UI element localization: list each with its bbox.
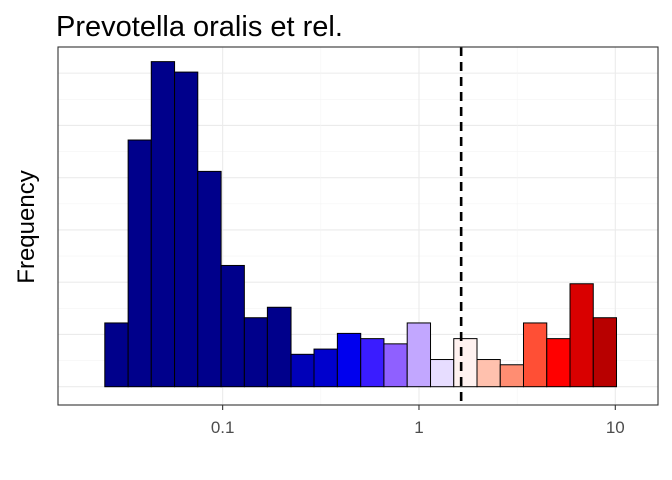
chart-title: Prevotella oralis et rel.: [56, 11, 343, 43]
histogram-bar-19: [522, 322, 548, 388]
histogram-bar-18: [499, 364, 524, 388]
histogram-bar-7: [243, 317, 268, 388]
histogram-bar-17: [476, 359, 501, 388]
histogram-bar-21: [569, 283, 594, 388]
x-tick-label: 0.1: [211, 418, 235, 437]
x-tick-label: 10: [606, 418, 625, 437]
histogram-bar-22: [592, 317, 618, 388]
histogram-bar-3: [150, 61, 176, 388]
histogram-bar-1: [104, 322, 129, 388]
histogram-bar-2: [127, 139, 152, 388]
histogram-bar-12: [360, 338, 385, 388]
histogram-bar-16: [453, 338, 478, 388]
histogram-bar-9: [290, 353, 315, 388]
y-axis-title: Frequency: [13, 170, 40, 283]
histogram-bar-5: [197, 170, 222, 388]
histogram-bar-4: [174, 71, 199, 388]
histogram-bar-20: [546, 338, 571, 388]
histogram-bar-10: [313, 348, 338, 388]
x-tick-label: 1: [414, 418, 423, 437]
histogram-bar-14: [406, 322, 432, 388]
histogram-bars: [104, 61, 618, 388]
histogram-bar-13: [383, 343, 408, 388]
x-axis: 0.1 1 10: [211, 405, 625, 437]
histogram-bar-11: [336, 332, 362, 388]
panel-border: [57, 46, 659, 406]
histogram-bar-8: [266, 306, 292, 388]
histogram-bar-6: [220, 264, 245, 388]
histogram-bar-15: [430, 359, 455, 388]
